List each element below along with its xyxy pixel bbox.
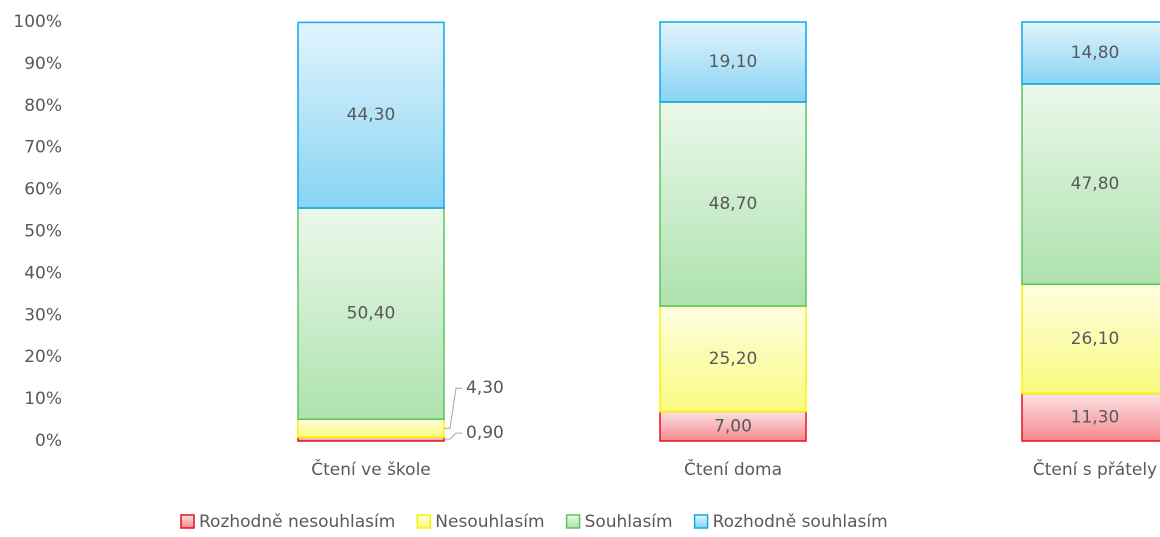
data-label: 50,40 [347, 304, 396, 324]
data-label: 0,90 [466, 423, 504, 443]
bar-segment [1021, 83, 1160, 286]
leader-line [444, 432, 462, 440]
data-label: 7,00 [714, 416, 752, 436]
legend-swatch [565, 514, 581, 529]
data-label: 26,10 [1071, 329, 1120, 349]
bar-segment [1021, 21, 1160, 85]
y-tick-label: 100% [13, 12, 62, 32]
y-tick-label: 90% [24, 54, 62, 74]
bar-segment [659, 410, 807, 442]
bar-segment [659, 305, 807, 413]
data-label: 11,30 [1071, 407, 1120, 427]
x-tick-label: Čtení doma [684, 458, 782, 480]
legend-label: Rozhodně nesouhlasím [199, 512, 395, 532]
data-label: 44,30 [347, 105, 396, 125]
bar-segment [659, 21, 807, 103]
legend-label: Rozhodně souhlasím [713, 512, 888, 532]
legend-swatch [180, 514, 195, 529]
data-label: 14,80 [1071, 43, 1120, 63]
bar-segment [297, 21, 445, 209]
leader-line [444, 387, 462, 429]
bar-segment [1021, 392, 1160, 442]
y-tick-label: 40% [24, 263, 62, 283]
data-label: 48,70 [709, 194, 758, 214]
x-tick-label: Čtení ve škole [311, 458, 431, 480]
y-tick-label: 20% [24, 347, 62, 367]
legend-label: Souhlasím [585, 512, 673, 532]
x-tick-label: Čtení s přátely [1033, 458, 1157, 480]
data-label: 25,20 [709, 349, 758, 369]
y-tick-label: 30% [24, 305, 62, 325]
legend-label: Nesouhlasím [435, 512, 544, 532]
y-tick-label: 0% [35, 431, 62, 451]
data-label: 4,30 [466, 378, 504, 398]
bar-segment [1021, 283, 1160, 395]
y-tick-label: 70% [24, 138, 62, 158]
data-label: 19,10 [709, 52, 758, 72]
y-tick-label: 60% [24, 180, 62, 200]
legend-swatch [416, 514, 432, 529]
bar-segment [297, 418, 445, 438]
bar-segment [297, 207, 445, 420]
y-tick-label: 80% [24, 96, 62, 116]
legend-swatch [693, 514, 709, 529]
y-tick-label: 50% [24, 222, 62, 242]
y-tick-label: 10% [24, 389, 62, 409]
data-label: 47,80 [1071, 174, 1120, 194]
